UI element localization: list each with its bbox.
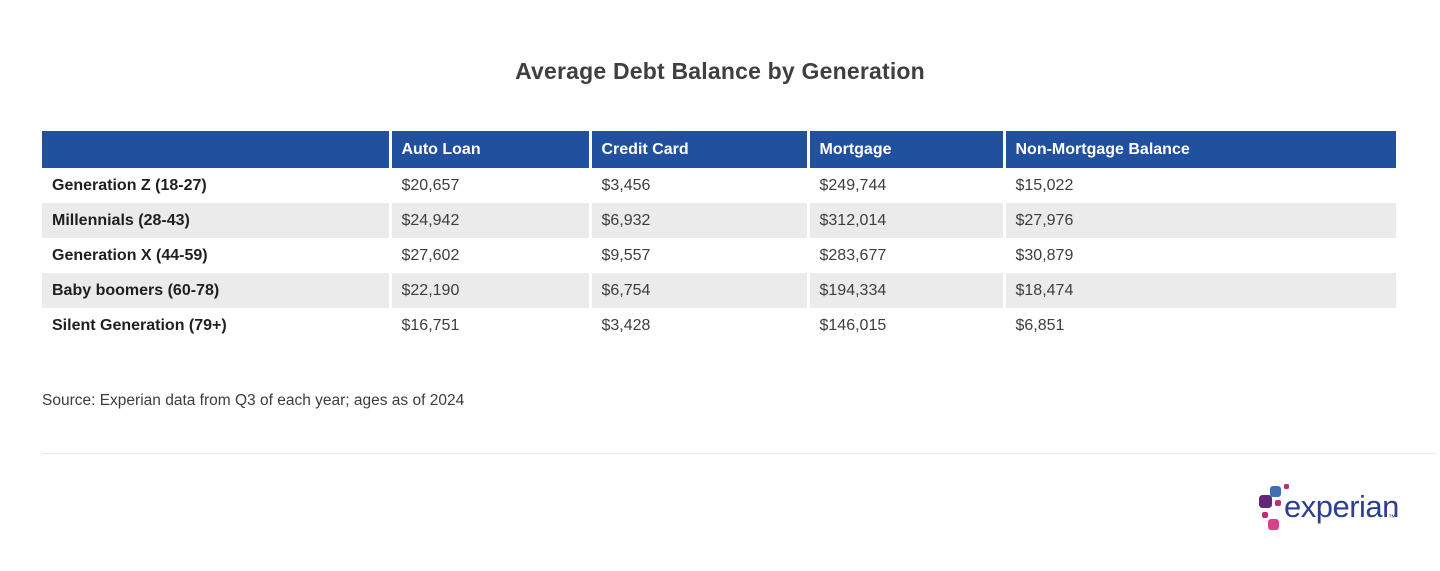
cell-auto-loan: $22,190 [388, 273, 590, 308]
table-row: Baby boomers (60-78) $22,190 $6,754 $194… [42, 273, 1396, 308]
table-row: Silent Generation (79+) $16,751 $3,428 $… [42, 308, 1396, 343]
cell-credit-card: $9,557 [588, 238, 808, 273]
cell-auto-loan: $16,751 [388, 308, 590, 343]
cell-mortgage: $194,334 [806, 273, 1004, 308]
page-title: Average Debt Balance by Generation [515, 58, 925, 84]
cell-credit-card: $6,932 [588, 203, 808, 238]
column-header-auto-loan: Auto Loan [388, 131, 590, 168]
cell-mortgage: $146,015 [806, 308, 1004, 343]
row-label: Millennials (28-43) [42, 203, 390, 238]
debt-balance-table: Auto Loan Credit Card Mortgage Non-Mortg… [42, 131, 1396, 343]
cell-mortgage: $283,677 [806, 238, 1004, 273]
cell-non-mortgage: $15,022 [1002, 168, 1396, 203]
cell-credit-card: $6,754 [588, 273, 808, 308]
row-label: Silent Generation (79+) [52, 316, 227, 334]
cell-mortgage: $249,744 [806, 168, 1004, 203]
cell-auto-loan: $24,942 [388, 203, 590, 238]
column-header-non-mortgage: Non-Mortgage Balance [1002, 131, 1396, 168]
table-row: Millennials (28-43) $24,942 $6,932 $312,… [42, 203, 1396, 238]
logo-square-magenta-small [1275, 500, 1281, 506]
cell-credit-card: $3,428 [588, 308, 808, 343]
logo-square-purple [1259, 495, 1272, 508]
column-header-blank [42, 131, 390, 168]
source-note: Source: Experian data from Q3 of each ye… [42, 392, 465, 409]
cell-credit-card: $3,456 [588, 168, 808, 203]
cell-mortgage: $312,014 [806, 203, 1004, 238]
cell-auto-loan: $20,657 [388, 168, 590, 203]
cell-non-mortgage: $30,879 [1002, 238, 1396, 273]
experian-wordmark: experian [1284, 489, 1399, 524]
logo-square-blue [1270, 486, 1281, 497]
logo-square-magenta-small [1262, 512, 1268, 518]
table-row: Generation X (44-59) $27,602 $9,557 $283… [42, 238, 1396, 273]
cell-non-mortgage: $6,851 [1002, 308, 1396, 343]
row-label: Generation Z (18-27) [52, 176, 207, 194]
logo-square-magenta-small [1284, 484, 1289, 489]
trademark-symbol: ™ [1388, 513, 1396, 522]
cell-auto-loan: $27,602 [388, 238, 590, 273]
row-label: Generation X (44-59) [52, 246, 208, 264]
table-header-row: Auto Loan Credit Card Mortgage Non-Mortg… [42, 131, 1396, 168]
experian-logo: experian ™ [1258, 479, 1399, 537]
logo-square-pink [1268, 519, 1279, 530]
column-header-credit-card: Credit Card [588, 131, 808, 168]
table-row: Generation Z (18-27) $20,657 $3,456 $249… [42, 168, 1396, 203]
column-header-mortgage: Mortgage [806, 131, 1004, 168]
divider-line [42, 453, 1436, 454]
experian-logo-icon [1258, 483, 1292, 533]
cell-non-mortgage: $27,976 [1002, 203, 1396, 238]
cell-non-mortgage: $18,474 [1002, 273, 1396, 308]
row-label: Baby boomers (60-78) [42, 273, 390, 308]
